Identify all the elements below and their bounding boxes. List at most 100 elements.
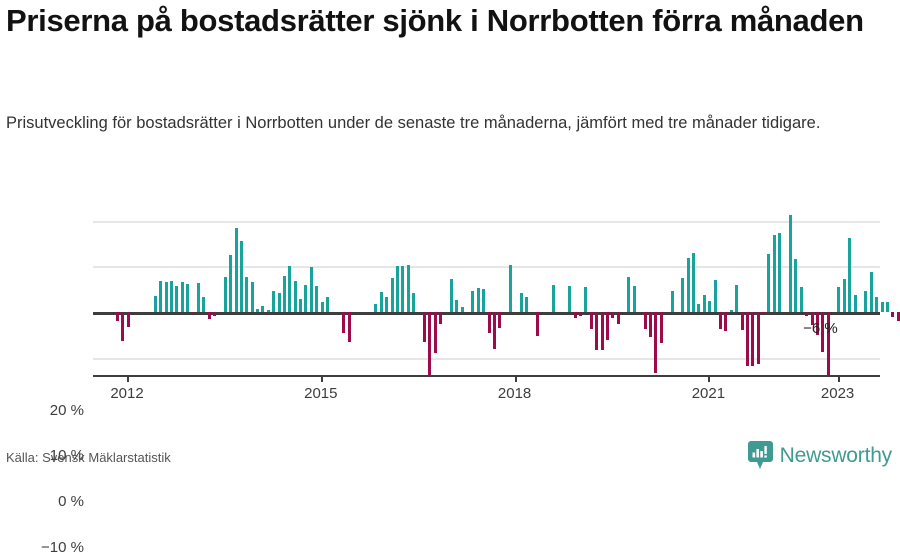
gridline bbox=[93, 266, 880, 269]
bar bbox=[266, 310, 270, 312]
bar bbox=[794, 259, 798, 312]
bar bbox=[293, 280, 297, 312]
bar bbox=[751, 312, 755, 366]
bar bbox=[460, 306, 464, 312]
x-axis-tick bbox=[837, 375, 840, 382]
bar bbox=[126, 312, 130, 327]
bar bbox=[320, 302, 324, 312]
bar bbox=[186, 284, 189, 312]
bar bbox=[875, 296, 879, 312]
bar bbox=[471, 291, 475, 312]
bar bbox=[229, 255, 233, 312]
bar bbox=[449, 279, 453, 312]
bar bbox=[670, 291, 674, 312]
bar bbox=[724, 312, 728, 332]
bar bbox=[396, 266, 399, 312]
bar bbox=[627, 277, 631, 312]
x-axis-line bbox=[93, 375, 880, 377]
bar bbox=[234, 228, 238, 312]
bar bbox=[772, 235, 776, 312]
page-subtitle: Prisutveckling för bostadsrätter i Norrb… bbox=[6, 114, 821, 132]
bar bbox=[487, 312, 491, 333]
bar bbox=[885, 301, 889, 312]
bar bbox=[422, 312, 426, 342]
bar bbox=[277, 292, 281, 312]
y-axis-tick-label: 10 % bbox=[49, 447, 84, 465]
bar bbox=[261, 305, 265, 312]
bar bbox=[605, 312, 609, 341]
bar bbox=[735, 284, 739, 312]
bar bbox=[713, 280, 717, 312]
bar bbox=[196, 282, 200, 312]
bar bbox=[202, 297, 206, 312]
x-axis-tick-label: 2023 bbox=[820, 385, 855, 402]
bar bbox=[864, 291, 868, 312]
bar bbox=[180, 282, 184, 312]
bar bbox=[535, 312, 539, 336]
bar bbox=[649, 312, 652, 338]
bar bbox=[207, 312, 211, 320]
x-axis-tick bbox=[127, 375, 129, 382]
bar bbox=[799, 287, 803, 312]
bar bbox=[212, 312, 216, 317]
bar bbox=[282, 275, 286, 312]
bar bbox=[116, 312, 119, 322]
bar bbox=[837, 286, 841, 312]
bar bbox=[740, 312, 744, 331]
bar bbox=[579, 312, 582, 317]
page-title: Priserna på bostadsrätter sjönk i Norrbo… bbox=[6, 3, 864, 38]
bar bbox=[896, 312, 900, 322]
bar bbox=[681, 278, 685, 312]
bar bbox=[428, 312, 432, 377]
bar bbox=[552, 284, 556, 312]
bar bbox=[891, 312, 895, 317]
bar bbox=[455, 299, 459, 312]
bar bbox=[169, 280, 173, 312]
bar bbox=[390, 278, 394, 312]
bar bbox=[815, 312, 819, 336]
bar bbox=[342, 312, 346, 333]
bar bbox=[842, 278, 846, 312]
bar bbox=[654, 312, 658, 373]
x-axis-tick bbox=[514, 375, 517, 382]
bar bbox=[433, 312, 437, 354]
bar bbox=[476, 287, 480, 312]
plot-area bbox=[93, 201, 900, 377]
bar bbox=[159, 280, 163, 312]
bar bbox=[509, 265, 512, 312]
gridline bbox=[93, 357, 880, 360]
x-axis-tick-label: 2018 bbox=[497, 385, 532, 402]
bar bbox=[869, 272, 873, 312]
bar bbox=[853, 295, 857, 312]
bar bbox=[616, 312, 620, 324]
bar bbox=[191, 312, 195, 314]
bar bbox=[632, 286, 636, 312]
bar bbox=[164, 282, 168, 312]
bar bbox=[778, 232, 782, 312]
x-axis-tick bbox=[708, 375, 711, 382]
bar bbox=[250, 282, 254, 312]
bar bbox=[439, 312, 442, 324]
bar bbox=[767, 253, 771, 312]
bar bbox=[315, 286, 319, 312]
bar bbox=[702, 294, 706, 312]
bar bbox=[821, 312, 825, 353]
zero-line bbox=[93, 312, 880, 315]
bar bbox=[374, 303, 378, 312]
bar bbox=[708, 300, 712, 312]
bar bbox=[347, 312, 351, 343]
bar bbox=[659, 312, 663, 344]
gridline bbox=[93, 220, 880, 223]
bar bbox=[299, 299, 303, 312]
bar bbox=[498, 312, 502, 328]
bar bbox=[379, 292, 383, 312]
bar bbox=[385, 297, 389, 312]
brand-name: Newsworthy bbox=[779, 443, 893, 467]
x-axis-tick-label: 2012 bbox=[110, 385, 144, 402]
bar bbox=[309, 266, 313, 312]
bar bbox=[175, 286, 179, 312]
source-note: Källa: Svensk Mäklarstatistik bbox=[6, 450, 171, 465]
newsworthy-chart-card: Priserna på bostadsrätter sjönk i Norrbo… bbox=[6, 3, 900, 556]
bar bbox=[880, 301, 884, 312]
bar bbox=[482, 288, 486, 312]
